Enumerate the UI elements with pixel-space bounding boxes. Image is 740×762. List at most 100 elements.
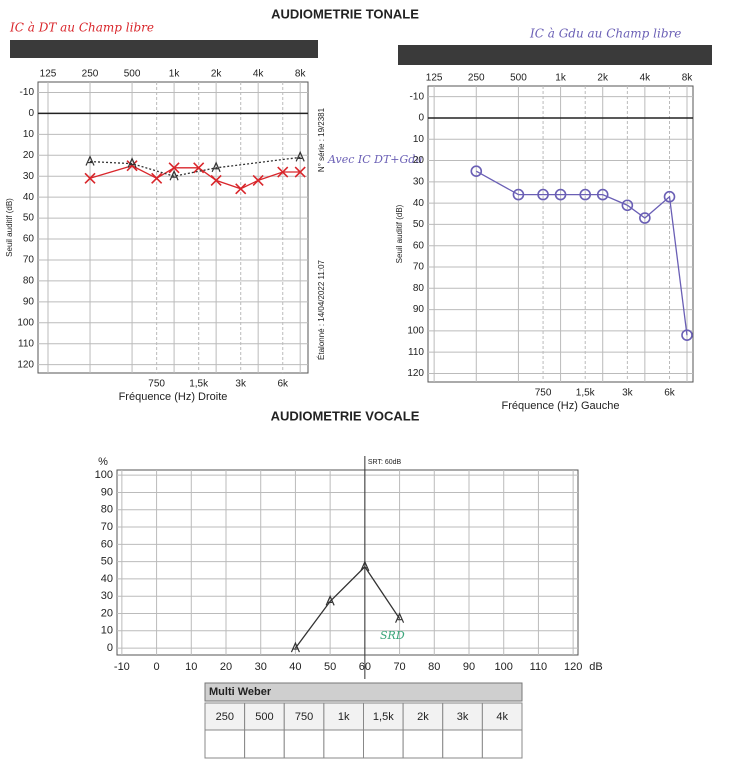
table-cell	[363, 729, 404, 759]
marker-a	[169, 169, 179, 181]
marker-a	[295, 150, 305, 162]
table-header: 3k	[457, 711, 469, 723]
marker-x	[252, 174, 264, 186]
x-tick-label: 90	[463, 661, 475, 673]
y-tick-label: 20	[101, 607, 113, 619]
x-tick-label: 4k	[253, 69, 265, 80]
x-tick-label: 1k	[169, 69, 181, 80]
x-tick-label: 750	[535, 388, 552, 399]
y-tick-label: 20	[413, 155, 425, 166]
x-tick-label: -10	[114, 661, 130, 673]
y-tick-label: 80	[413, 283, 425, 294]
x-tick-label: 3k	[235, 379, 247, 390]
y-tick-label: 100	[17, 317, 34, 328]
table-header-cell	[244, 702, 285, 731]
y-tick-label: 40	[413, 198, 425, 209]
y-tick-label: 0	[418, 113, 424, 124]
table-header: 2k	[417, 711, 429, 723]
x-tick-label: 6k	[664, 388, 676, 399]
table-title-bg	[204, 682, 523, 702]
x-tick-label: 3k	[622, 388, 634, 399]
y-tick-label: 10	[413, 134, 425, 145]
series-line	[89, 165, 301, 190]
marker-circle	[579, 188, 592, 201]
table-header: 500	[255, 711, 273, 723]
marker-circle	[681, 329, 693, 341]
y-tick-label: 70	[413, 262, 425, 273]
y-tick-label: 30	[413, 176, 425, 187]
marker-x	[151, 172, 163, 184]
table-header: 1k	[338, 711, 350, 723]
marker-a	[360, 560, 370, 572]
y-tick-label: 80	[101, 504, 113, 516]
y-tick-label: 60	[413, 240, 425, 251]
handwritten-annotation: Avec IC DT+Gdu	[327, 153, 422, 166]
handwritten-note: IC à Gdu au Champ libre	[529, 27, 681, 41]
handwritten-annotation: SRD	[380, 629, 405, 642]
x-axis-label: dB	[589, 661, 602, 673]
y-axis-label: %	[98, 456, 108, 468]
x-tick-label: 0	[154, 661, 160, 673]
y-tick-label: 80	[23, 276, 35, 287]
plot-frame	[116, 469, 579, 656]
marker-x	[235, 183, 247, 195]
y-tick-label: 60	[23, 234, 35, 245]
y-tick-label: 20	[23, 150, 35, 161]
x-tick-label: 2k	[597, 73, 609, 84]
x-tick-label: 80	[428, 661, 440, 673]
y-tick-label: 50	[413, 219, 425, 230]
table-header: 1,5k	[373, 711, 394, 723]
x-tick-label: 125	[40, 69, 57, 80]
marker-x	[126, 160, 138, 172]
y-tick-label: 60	[101, 538, 113, 550]
y-axis-label: Seuil auditif (dB)	[5, 198, 14, 257]
header-bar	[398, 45, 712, 65]
plot-frame	[37, 81, 309, 374]
table-cell	[204, 729, 246, 759]
marker-a	[325, 594, 335, 606]
y-tick-label: 30	[23, 171, 35, 182]
y-tick-label: -10	[410, 91, 425, 102]
x-tick-label: 4k	[640, 73, 652, 84]
marker-x	[193, 162, 205, 174]
x-tick-label: 40	[289, 661, 301, 673]
x-tick-label: 8k	[682, 73, 694, 84]
marker-circle	[537, 188, 549, 201]
marker-a	[290, 641, 300, 653]
marker-x	[277, 166, 289, 178]
table-cell	[481, 729, 523, 759]
y-axis-label: Seuil auditif (dB)	[395, 204, 404, 263]
x-tick-label: 500	[510, 73, 527, 84]
table-title: Multi Weber	[209, 686, 272, 698]
marker-x	[84, 172, 96, 184]
y-tick-label: 110	[408, 347, 424, 358]
x-tick-label: 10	[185, 661, 197, 673]
y-tick-label: 90	[101, 486, 113, 498]
heading-tonal: AUDIOMETRIE TONALE	[271, 6, 419, 21]
marker-x	[210, 174, 222, 186]
x-tick-label: 6k	[277, 379, 289, 390]
marker-a	[211, 161, 221, 173]
series-line	[475, 170, 688, 336]
marker-x	[294, 166, 306, 178]
x-tick-label: 125	[426, 73, 443, 84]
x-tick-label: 250	[82, 69, 99, 80]
marker-circle	[512, 188, 525, 201]
y-tick-label: 50	[101, 556, 113, 568]
marker-circle	[639, 212, 651, 224]
table-cell	[442, 729, 483, 759]
srt-label: SRT: 60dB	[368, 459, 402, 466]
side-text: N° série : 19/2381	[317, 107, 326, 172]
y-tick-label: 70	[23, 255, 35, 266]
table-header: 4k	[496, 711, 508, 723]
marker-circle	[596, 188, 609, 201]
marker-circle	[663, 190, 676, 203]
x-tick-label: 2k	[211, 69, 223, 80]
table-cell	[323, 729, 364, 759]
table-header: 750	[295, 711, 313, 723]
header-bar	[10, 40, 318, 58]
series-line	[89, 156, 301, 177]
x-tick-label: 100	[495, 661, 513, 673]
x-tick-label: 70	[393, 661, 405, 673]
